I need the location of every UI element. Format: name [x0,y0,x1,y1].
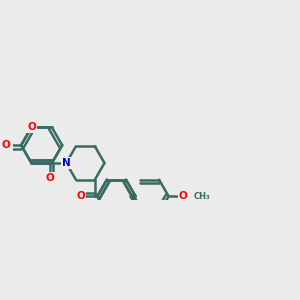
Text: N: N [62,158,70,168]
Text: CH₃: CH₃ [194,192,210,201]
Text: O: O [45,173,54,183]
Text: O: O [27,122,36,132]
Text: O: O [2,140,10,150]
Text: O: O [76,191,85,201]
Text: O: O [178,191,187,201]
